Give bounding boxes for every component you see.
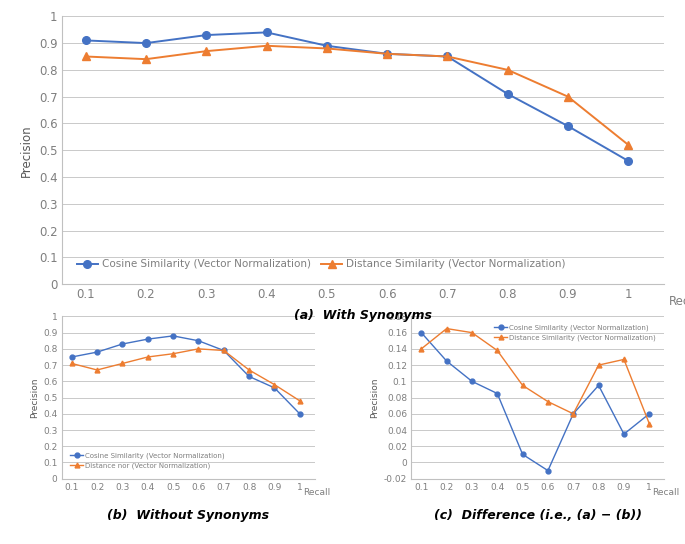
Line: Cosine Similarity (Vector Normalization): Cosine Similarity (Vector Normalization) [419,330,651,473]
Distance Similarity (Vector Normalization) [443,325,451,332]
Distance nor (Vector Normalization) [296,398,304,404]
Cosine Similarity (Vector Normalization) [195,337,203,344]
Y-axis label: Precision: Precision [21,124,34,177]
Cosine Similarity (Vector Normalization) [383,51,391,57]
Distance Similarity (Vector Normalization) [262,42,271,49]
Distance Similarity (Vector Normalization) [569,411,577,417]
Cosine Similarity (Vector Normalization) [296,411,304,417]
Distance Similarity (Vector Normalization) [443,53,451,60]
Distance nor (Vector Normalization) [271,381,279,388]
Cosine Similarity (Vector Normalization) [144,336,152,342]
Cosine Similarity (Vector Normalization) [202,32,210,38]
Cosine Similarity (Vector Normalization) [443,53,451,60]
Distance Similarity (Vector Normalization) [142,56,150,63]
Cosine Similarity (Vector Normalization) [569,411,577,417]
Distance Similarity (Vector Normalization) [645,421,653,427]
Distance nor (Vector Normalization) [68,360,76,367]
Distance nor (Vector Normalization) [93,367,101,373]
Y-axis label: Precision: Precision [371,378,379,418]
Distance Similarity (Vector Normalization) [202,48,210,54]
Cosine Similarity (Vector Normalization) [271,385,279,391]
Cosine Similarity (Vector Normalization) [595,382,603,388]
Cosine Similarity (Vector Normalization) [169,332,177,339]
Distance Similarity (Vector Normalization) [620,356,628,363]
Legend: Cosine Similarity (Vector Normalization), Distance Similarity (Vector Normalizat: Cosine Similarity (Vector Normalization)… [492,322,658,343]
Distance Similarity (Vector Normalization) [624,141,632,148]
Legend: Cosine Similarity (Vector Normalization), Distance Similarity (Vector Normalizat: Cosine Similarity (Vector Normalization)… [73,255,570,274]
Cosine Similarity (Vector Normalization) [417,329,425,336]
Cosine Similarity (Vector Normalization) [645,411,653,417]
Line: Distance Similarity (Vector Normalization): Distance Similarity (Vector Normalizatio… [419,326,651,426]
Line: Cosine Similarity (Vector Normalization): Cosine Similarity (Vector Normalization) [82,29,632,165]
Cosine Similarity (Vector Normalization) [68,354,76,360]
Cosine Similarity (Vector Normalization) [323,42,331,49]
Cosine Similarity (Vector Normalization) [564,123,572,129]
Cosine Similarity (Vector Normalization) [245,373,253,380]
Cosine Similarity (Vector Normalization) [93,349,101,355]
Distance Similarity (Vector Normalization) [564,94,572,100]
Distance Similarity (Vector Normalization) [417,345,425,352]
Distance Similarity (Vector Normalization) [503,66,512,73]
Distance Similarity (Vector Normalization) [383,51,391,57]
Distance Similarity (Vector Normalization) [519,382,527,388]
Cosine Similarity (Vector Normalization) [620,431,628,437]
Cosine Similarity (Vector Normalization) [443,358,451,364]
Line: Distance Similarity (Vector Normalization): Distance Similarity (Vector Normalizatio… [82,42,632,149]
Cosine Similarity (Vector Normalization) [262,29,271,36]
Distance Similarity (Vector Normalization) [323,45,331,52]
Text: (a)  With Synonyms: (a) With Synonyms [294,308,432,322]
Cosine Similarity (Vector Normalization) [519,451,527,458]
Cosine Similarity (Vector Normalization) [142,40,150,46]
Distance Similarity (Vector Normalization) [595,362,603,368]
Cosine Similarity (Vector Normalization) [119,341,127,347]
Distance Similarity (Vector Normalization) [468,329,476,336]
Text: (b)  Without Synonyms: (b) Without Synonyms [108,509,269,522]
Cosine Similarity (Vector Normalization) [544,467,552,474]
Distance Similarity (Vector Normalization) [82,53,90,60]
Line: Distance nor (Vector Normalization): Distance nor (Vector Normalization) [69,347,302,403]
Text: Recall: Recall [303,489,330,497]
Distance Similarity (Vector Normalization) [544,398,552,405]
Text: Recall: Recall [669,295,685,308]
Distance nor (Vector Normalization) [119,360,127,367]
Cosine Similarity (Vector Normalization) [503,91,512,97]
Y-axis label: Precision: Precision [30,378,39,418]
Cosine Similarity (Vector Normalization) [82,37,90,44]
Cosine Similarity (Vector Normalization) [493,390,501,397]
Distance nor (Vector Normalization) [144,354,152,360]
Distance nor (Vector Normalization) [245,367,253,373]
Cosine Similarity (Vector Normalization) [220,347,228,354]
Line: Cosine Similarity (Vector Normalization): Cosine Similarity (Vector Normalization) [69,333,302,416]
Distance nor (Vector Normalization) [169,350,177,357]
Text: Recall: Recall [652,489,680,497]
Legend: Cosine Similarity (Vector Normalization), Distance nor (Vector Normalization): Cosine Similarity (Vector Normalization)… [68,450,227,472]
Text: (c)  Difference (i.e., (a) − (b)): (c) Difference (i.e., (a) − (b)) [434,509,642,522]
Cosine Similarity (Vector Normalization) [624,158,632,164]
Distance nor (Vector Normalization) [220,347,228,354]
Cosine Similarity (Vector Normalization) [468,378,476,385]
Distance nor (Vector Normalization) [195,345,203,352]
Distance Similarity (Vector Normalization) [493,347,501,354]
